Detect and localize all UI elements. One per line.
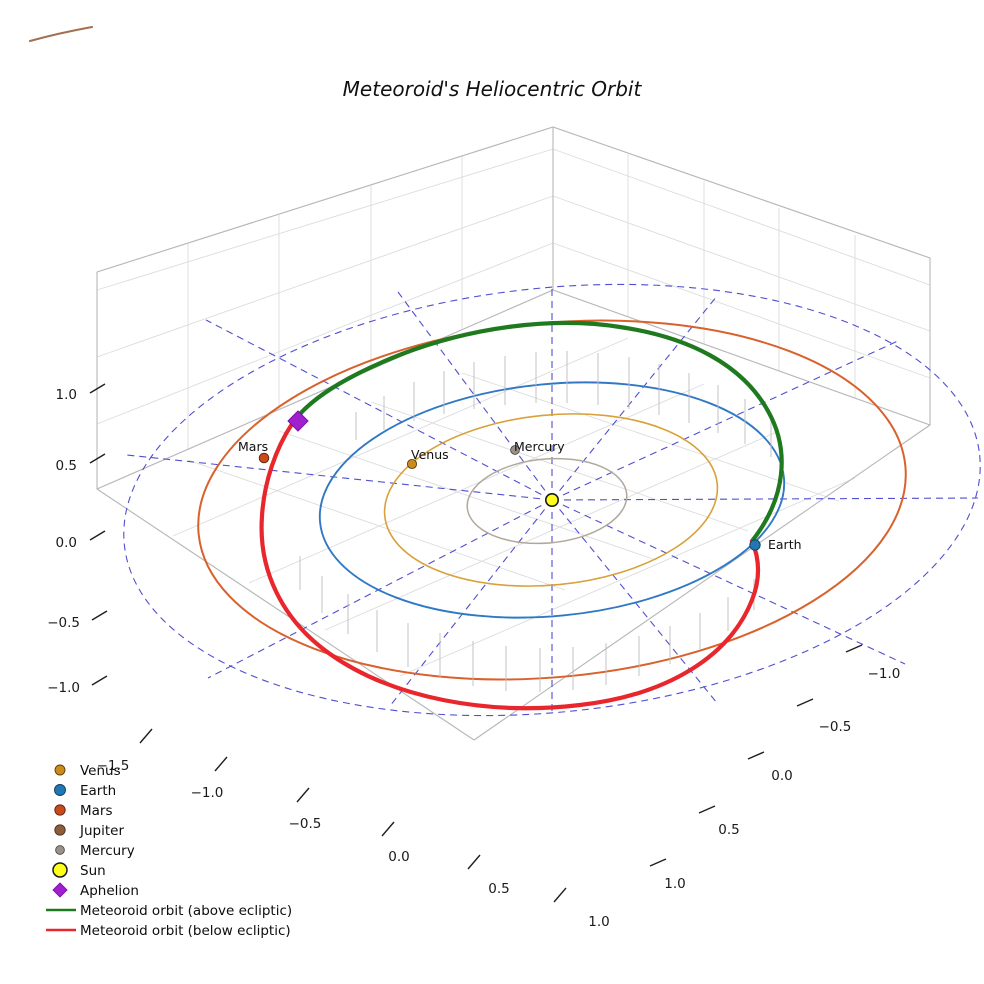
aphelion-diamond-icon [52,882,68,898]
tick-label-br-3: 0.0 [771,768,792,784]
tick-label-left-4: −0.5 [47,615,80,631]
tick-labels-bottom-left-axis: −1.5 −1.0 −0.5 0.0 0.5 1.0 [97,758,610,930]
tick-label-bl-5: 0.5 [488,881,509,897]
tick-bl-2 [214,756,228,772]
mercury-dot-icon [55,845,65,855]
tick-label-br-4: 0.5 [718,822,739,838]
legend-label-meteoroid-above: Meteoroid orbit (above ecliptic) [80,903,292,919]
legend-label-mars: Mars [80,803,113,819]
venus-dot-icon [54,764,66,776]
tick-bl-4 [381,821,395,837]
body-labels-group: Mars Venus Mercury Earth [238,439,802,552]
tick-left-4 [91,610,108,621]
tick-label-left-5: −1.0 [47,680,80,696]
legend-label-mercury: Mercury [80,843,135,859]
legend-label-jupiter: Jupiter [79,823,124,839]
tick-label-bl-4: 0.0 [388,849,409,865]
tick-bl-3 [296,787,310,803]
legend-item-sun[interactable]: Sun [52,862,106,879]
earth-orbit-dashes [319,381,785,619]
earth-dot-icon [54,784,66,796]
sun-marker[interactable] [544,492,559,507]
venus-label: Venus [411,447,449,462]
legend-item-jupiter[interactable]: Jupiter [54,823,125,839]
legend-label-meteoroid-below: Meteoroid orbit (below ecliptic) [80,923,291,939]
legend-label-earth: Earth [80,783,116,799]
tick-label-bl-2: −1.0 [191,785,224,801]
meteoroid-droplines [299,351,772,692]
tick-label-bl-3: −0.5 [289,816,322,832]
tick-br-3 [747,751,765,760]
earth-marker[interactable] [749,539,761,551]
tick-label-br-5: 1.0 [664,876,685,892]
jupiter-orbit-fragment [28,25,94,43]
tick-br-4 [698,805,716,814]
tick-label-left-3: 0.0 [56,535,77,551]
ecliptic-circle [123,283,981,717]
mars-marker[interactable] [258,452,270,464]
legend-item-earth[interactable]: Earth [54,783,117,799]
legend-label-sun: Sun [80,863,106,879]
jupiter-dot-icon [54,824,66,836]
axes-box-edges [96,126,931,741]
venus-marker[interactable] [406,458,418,470]
tick-br-1 [845,644,863,653]
tick-labels-bottom-right-axis: −1.0 −0.5 0.0 0.5 1.0 [664,666,900,892]
tick-left-2 [89,453,106,464]
earth-label: Earth [768,537,802,552]
tick-label-bl-1: −1.5 [97,758,130,774]
tick-label-bl-6: 1.0 [588,914,609,930]
meteoroid-orbit-below [259,421,761,711]
chart-title: Meteoroid's Heliocentric Orbit [343,77,643,101]
tick-bl-5 [467,854,481,870]
mercury-orbit [466,457,628,545]
legend-item-meteoroid-below[interactable]: Meteoroid orbit (below ecliptic) [46,923,291,939]
tick-bl-6 [553,887,567,903]
tick-label-left-2: 0.5 [56,458,77,474]
aphelion-marker[interactable] [287,410,309,432]
mercury-marker[interactable] [510,445,520,455]
tick-br-2 [796,698,814,707]
mars-dot-icon [54,804,66,816]
celestial-body-markers [258,410,761,551]
tick-label-br-1: −1.0 [868,666,901,682]
legend-item-mercury[interactable]: Mercury [55,843,135,859]
tick-label-left-1: 1.0 [56,387,77,403]
tick-left-3 [89,530,106,541]
meteoroid-orbit-above [289,320,784,544]
venus-orbit [383,413,719,587]
tick-bl-1 [139,728,153,744]
tick-left-5 [91,675,108,686]
legend-label-aphelion: Aphelion [80,883,139,899]
mars-label: Mars [238,439,268,454]
legend-item-meteoroid-above[interactable]: Meteoroid orbit (above ecliptic) [46,903,292,919]
legend-item-mars[interactable]: Mars [54,803,113,819]
tick-labels-left-axis: 1.0 0.5 0.0 −0.5 −1.0 [47,387,80,696]
meteoroid-orbit [259,320,784,711]
legend: Venus Earth Mars Jupiter Mercury Sun [46,763,292,939]
mercury-label: Mercury [514,439,565,454]
axis-ticks [89,383,863,903]
legend-label-venus: Venus [80,763,121,779]
legend-item-venus[interactable]: Venus [54,763,121,779]
tick-br-5 [649,858,667,867]
tick-label-br-2: −0.5 [819,719,852,735]
sun-dot-icon [52,862,68,878]
legend-item-aphelion[interactable]: Aphelion [52,882,139,899]
tick-left-1 [89,383,106,394]
